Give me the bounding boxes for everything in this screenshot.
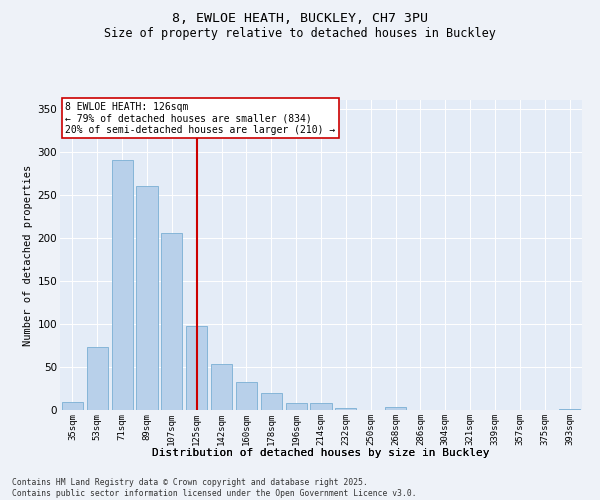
Text: 8 EWLOE HEATH: 126sqm
← 79% of detached houses are smaller (834)
20% of semi-det: 8 EWLOE HEATH: 126sqm ← 79% of detached … bbox=[65, 102, 335, 134]
Bar bbox=[87, 347, 108, 410]
Bar bbox=[112, 160, 133, 410]
Text: Size of property relative to detached houses in Buckley: Size of property relative to detached ho… bbox=[104, 28, 496, 40]
Text: 8, EWLOE HEATH, BUCKLEY, CH7 3PU: 8, EWLOE HEATH, BUCKLEY, CH7 3PU bbox=[172, 12, 428, 26]
Bar bbox=[161, 234, 182, 410]
Bar bbox=[211, 364, 232, 410]
Bar bbox=[385, 408, 406, 410]
Bar bbox=[335, 408, 356, 410]
Bar bbox=[136, 186, 158, 410]
Bar bbox=[559, 409, 580, 410]
Text: Distribution of detached houses by size in Buckley: Distribution of detached houses by size … bbox=[152, 448, 490, 458]
Bar bbox=[186, 326, 207, 410]
Bar bbox=[286, 403, 307, 410]
Bar bbox=[236, 382, 257, 410]
X-axis label: Distribution of detached houses by size in Buckley: Distribution of detached houses by size … bbox=[152, 448, 490, 458]
Bar bbox=[261, 393, 282, 410]
Bar bbox=[62, 402, 83, 410]
Y-axis label: Number of detached properties: Number of detached properties bbox=[23, 164, 34, 346]
Bar bbox=[310, 403, 332, 410]
Text: Contains HM Land Registry data © Crown copyright and database right 2025.
Contai: Contains HM Land Registry data © Crown c… bbox=[12, 478, 416, 498]
